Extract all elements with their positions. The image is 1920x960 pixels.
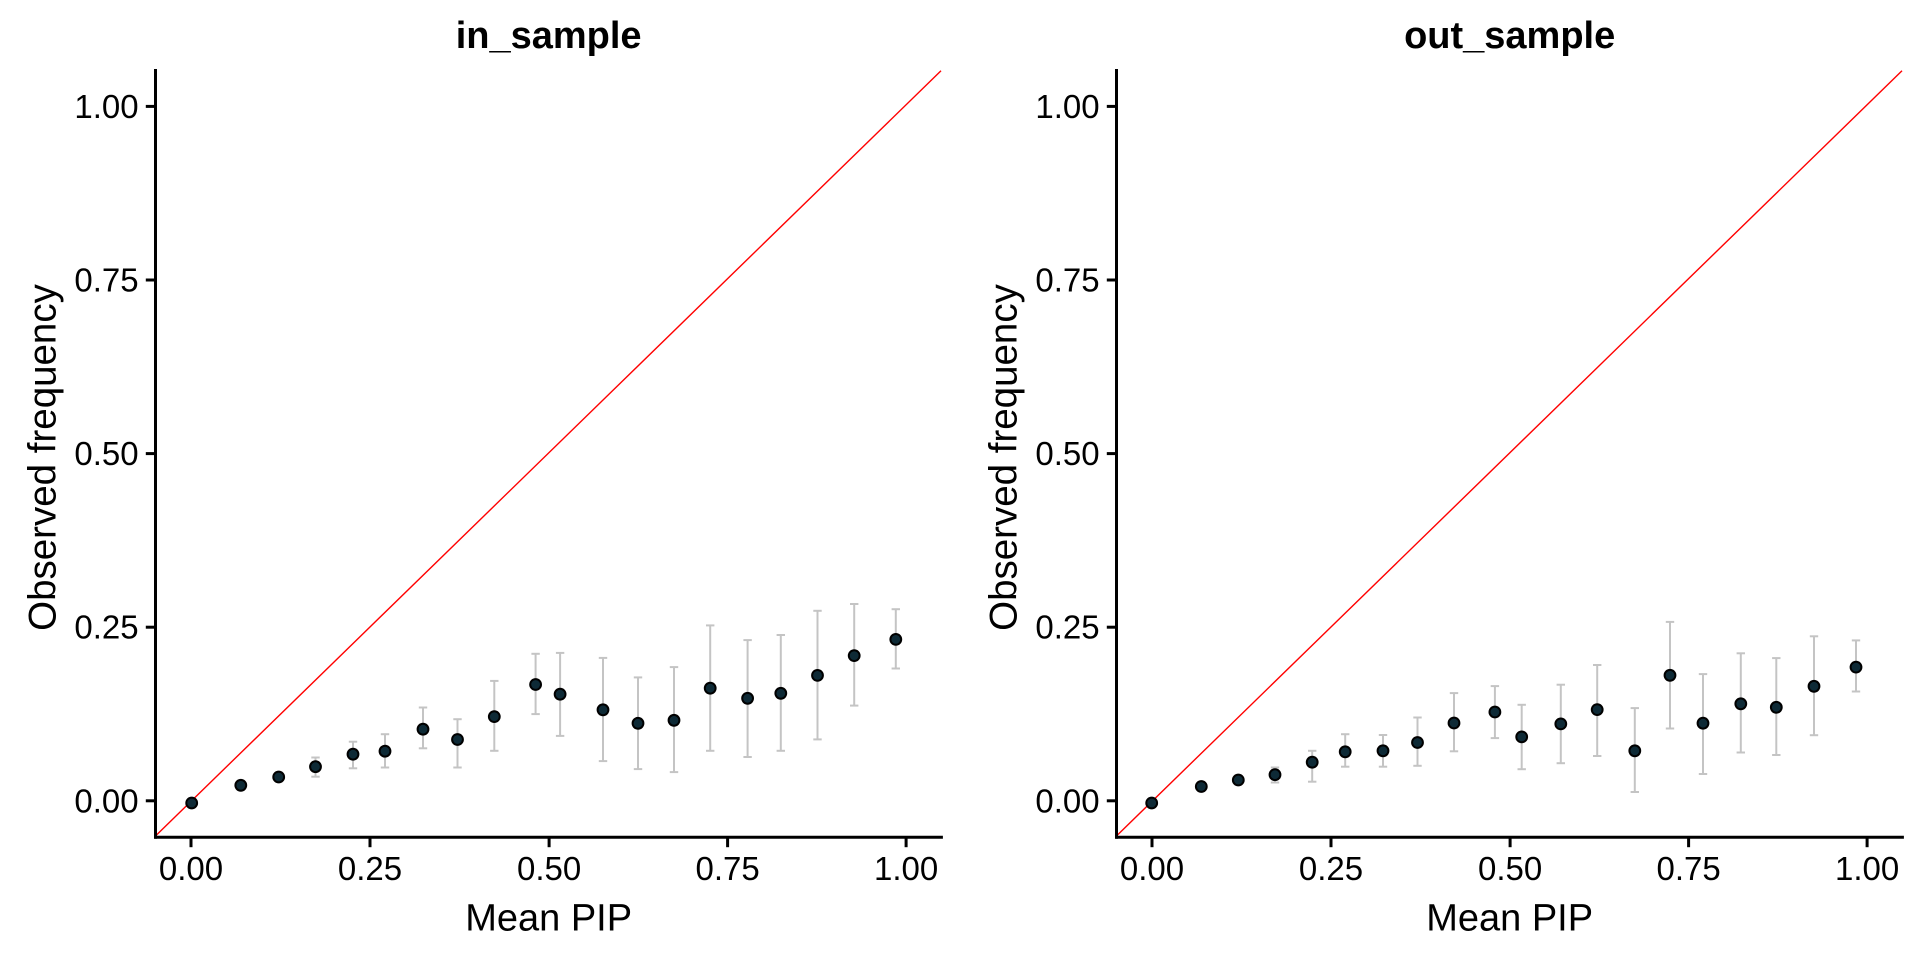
svg-text:1.00: 1.00 [1835,850,1899,887]
svg-text:Observed frequency: Observed frequency [22,283,65,630]
svg-text:0.75: 0.75 [1035,262,1099,299]
svg-text:0.00: 0.00 [1120,850,1184,887]
svg-text:Mean PIP: Mean PIP [465,898,632,940]
svg-text:Mean PIP: Mean PIP [1426,898,1593,940]
svg-text:0.50: 0.50 [517,850,581,887]
svg-text:1.00: 1.00 [1035,88,1099,125]
svg-text:1.00: 1.00 [74,88,138,125]
svg-text:1.00: 1.00 [874,850,938,887]
svg-text:Observed frequency: Observed frequency [983,283,1026,630]
svg-text:0.00: 0.00 [1035,782,1099,819]
svg-text:0.75: 0.75 [1656,850,1720,887]
svg-text:0.50: 0.50 [74,435,138,472]
svg-text:0.25: 0.25 [1035,609,1099,646]
svg-text:0.25: 0.25 [74,609,138,646]
svg-text:0.75: 0.75 [74,262,138,299]
svg-text:0.50: 0.50 [1478,850,1542,887]
svg-text:0.25: 0.25 [338,850,402,887]
svg-text:0.50: 0.50 [1035,435,1099,472]
svg-text:in_sample: in_sample [456,15,642,57]
svg-text:0.00: 0.00 [74,782,138,819]
svg-text:out_sample: out_sample [1404,15,1615,57]
svg-text:0.75: 0.75 [695,850,759,887]
svg-text:0.00: 0.00 [159,850,223,887]
svg-text:0.25: 0.25 [1299,850,1363,887]
